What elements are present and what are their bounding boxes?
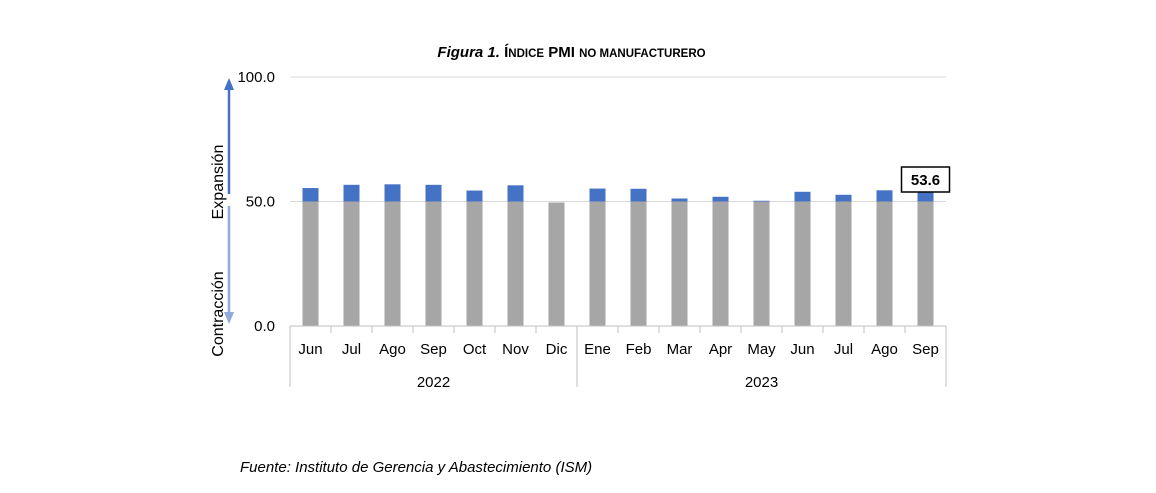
bar-base bbox=[384, 201, 401, 326]
y-tick-label: 0.0 bbox=[254, 318, 275, 335]
bar-excess bbox=[753, 200, 770, 202]
bar-excess bbox=[712, 196, 729, 202]
bar-excess bbox=[589, 188, 606, 202]
title-initial: Í bbox=[504, 44, 509, 61]
bar-excess bbox=[835, 194, 852, 202]
expansion-label: Expansión bbox=[210, 145, 227, 220]
bar-base bbox=[835, 201, 852, 326]
bar-excess bbox=[466, 190, 483, 202]
bar-excess bbox=[507, 185, 524, 202]
title-subject: NO MANUFACTURERO bbox=[579, 48, 706, 60]
bar-base bbox=[753, 201, 770, 326]
bar-excess bbox=[343, 184, 360, 202]
x-tick-label: Nov bbox=[502, 341, 529, 358]
bar-base bbox=[548, 202, 565, 326]
bar-excess bbox=[671, 198, 688, 202]
x-tick-label: Sep bbox=[912, 341, 939, 358]
bar-base bbox=[917, 201, 934, 326]
expansion-arrow-head bbox=[224, 78, 234, 90]
x-tick-label: Ago bbox=[871, 341, 898, 358]
x-tick-label: Jun bbox=[298, 341, 322, 358]
year-label: 2022 bbox=[417, 374, 450, 391]
x-tick-label: May bbox=[747, 341, 776, 358]
bar-excess bbox=[630, 188, 647, 202]
x-tick-label: Dic bbox=[546, 341, 568, 358]
bar-base bbox=[425, 201, 442, 326]
bar-excess bbox=[876, 190, 893, 202]
x-tick-label: Jul bbox=[342, 341, 361, 358]
bar-base bbox=[302, 201, 319, 326]
x-tick-label: Jun bbox=[790, 341, 814, 358]
value-callout-box bbox=[900, 166, 951, 193]
bar-base bbox=[589, 201, 606, 326]
value-callout-label: 53.6 bbox=[911, 172, 940, 189]
bar-excess bbox=[425, 184, 442, 202]
bar-base bbox=[630, 201, 647, 326]
bar-base bbox=[671, 201, 688, 326]
y-tick-label: 100.0 bbox=[237, 69, 275, 86]
bar-base bbox=[876, 201, 893, 326]
x-tick-label: Apr bbox=[709, 341, 732, 358]
chart-title: Figura 1. ÍNDICE PMI NO MANUFACTURERO bbox=[0, 44, 1143, 61]
bar-excess bbox=[384, 184, 401, 202]
title-pmi: PMI bbox=[544, 44, 580, 61]
x-tick-label: Ene bbox=[584, 341, 611, 358]
year-label: 2023 bbox=[745, 374, 778, 391]
contraction-arrow-head bbox=[224, 312, 234, 324]
source-note: Fuente: Instituto de Gerencia y Abasteci… bbox=[240, 459, 593, 476]
contraction-label: Contracción bbox=[210, 271, 227, 356]
x-tick-label: Mar bbox=[667, 341, 693, 358]
bar-base bbox=[343, 201, 360, 326]
bar-base bbox=[507, 201, 524, 326]
bar-base bbox=[466, 201, 483, 326]
title-word-indice: NDICE bbox=[508, 48, 545, 60]
bar-excess bbox=[302, 188, 319, 202]
bar-excess bbox=[794, 191, 811, 202]
bar-base bbox=[794, 201, 811, 326]
bar-base bbox=[712, 201, 729, 326]
y-tick-label: 50.0 bbox=[246, 194, 275, 211]
x-tick-label: Jul bbox=[834, 341, 853, 358]
x-tick-label: Sep bbox=[420, 341, 447, 358]
x-tick-label: Feb bbox=[626, 341, 652, 358]
bar-excess bbox=[917, 192, 934, 202]
figure-number: Figura 1. bbox=[437, 44, 500, 61]
x-tick-label: Oct bbox=[463, 341, 487, 358]
x-tick-label: Ago bbox=[379, 341, 406, 358]
